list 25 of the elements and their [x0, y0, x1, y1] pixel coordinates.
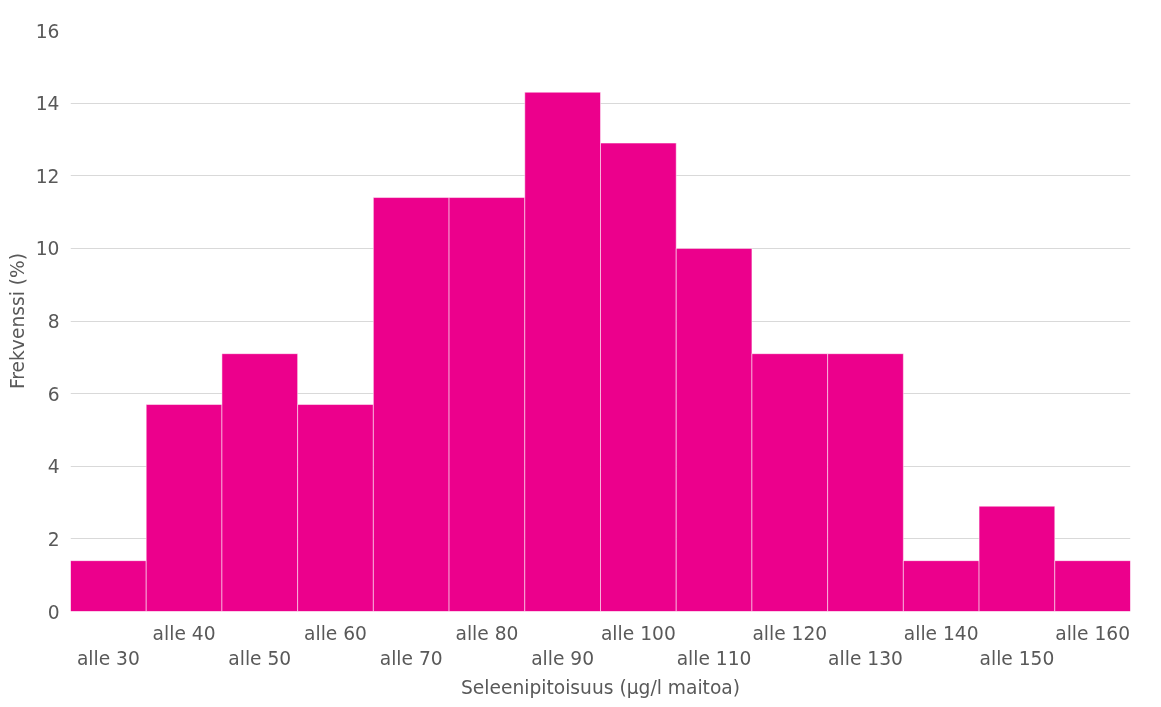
y-tick-label: 6	[47, 383, 60, 405]
y-tick-label: 16	[35, 20, 60, 42]
x-tick-label: alle 70	[379, 647, 443, 669]
y-tick-label: 8	[47, 311, 60, 332]
y-axis-title: Frekvenssi (%)	[6, 252, 28, 390]
x-tick-label: alle 80	[455, 622, 519, 644]
y-tick-label: 2	[47, 528, 60, 550]
x-tick-label: alle 110	[676, 647, 752, 669]
x-axis-title: Seleenipitoisuus (µg/l maitoa)	[460, 676, 741, 698]
x-tick-label: alle 100	[600, 622, 676, 644]
x-tick-label: alle 120	[752, 622, 828, 644]
x-tick-label: alle 40	[152, 622, 216, 644]
x-tick-label: alle 60	[304, 622, 367, 644]
y-tick-label: 14	[35, 93, 60, 115]
y-tick-label: 10	[35, 238, 60, 260]
x-tick-label: alle 150	[979, 647, 1055, 669]
x-tick-label: alle 90	[531, 647, 595, 669]
x-tick-label: alle 160	[1055, 622, 1131, 644]
x-tick-label: alle 30	[76, 647, 140, 669]
x-tick-label: alle 50	[228, 647, 292, 669]
x-tick-label: alle 130	[828, 647, 903, 669]
y-tick-label: 12	[35, 165, 60, 187]
y-tick-label: 4	[47, 456, 60, 478]
y-tick-label: 0	[47, 601, 60, 623]
x-tick-label: alle 140	[903, 622, 979, 644]
